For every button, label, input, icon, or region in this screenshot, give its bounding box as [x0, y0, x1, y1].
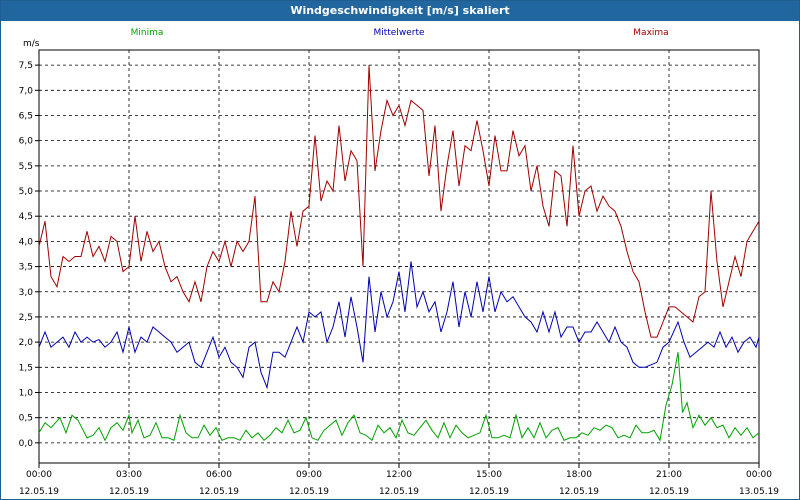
- y-tick-label: 1,5: [19, 363, 33, 373]
- y-tick-label: 7,0: [19, 86, 34, 96]
- x-tick-time: 09:00: [296, 470, 322, 480]
- x-tick-date: 12.05.19: [19, 487, 59, 497]
- window-title: Windgeschwindigkeit [m/s] skaliert: [1, 1, 799, 21]
- x-tick-date: 13.05.19: [739, 487, 779, 497]
- y-tick-label: 2,5: [19, 313, 33, 323]
- x-tick-date: 12.05.19: [289, 487, 329, 497]
- x-tick-time: 12:00: [386, 470, 412, 480]
- y-tick-label: 3,5: [19, 263, 33, 273]
- y-tick-label: 0,5: [19, 414, 33, 424]
- x-tick-date: 12.05.19: [109, 487, 149, 497]
- y-tick-label: 3,0: [19, 288, 34, 298]
- x-tick-date: 12.05.19: [649, 487, 689, 497]
- x-tick-date: 12.05.19: [559, 487, 599, 497]
- x-tick-time: 21:00: [656, 470, 682, 480]
- y-tick-label: 0,0: [19, 439, 34, 449]
- y-tick-label: 4,5: [19, 212, 33, 222]
- series-line-maxima: [38, 65, 760, 338]
- x-tick-time: 06:00: [206, 470, 232, 480]
- y-tick-label: 4,0: [19, 237, 34, 247]
- series-line-minima: [38, 352, 760, 442]
- y-tick-label: 7,5: [19, 61, 33, 71]
- legend: Minima Mittelwerte Maxima: [131, 28, 669, 38]
- grid: [39, 50, 759, 463]
- x-tick-date: 12.05.19: [379, 487, 419, 497]
- legend-maxima: Maxima: [633, 28, 668, 38]
- legend-mittelwerte: Mittelwerte: [373, 28, 424, 38]
- wind-speed-chart: 0,0 0,5 1,0 1,5 2,0 2,5 3,0 3,5 4,0 4,5 5,0 5,5 6,0 6…: [19, 28, 780, 497]
- y-axis-label: m/s: [23, 39, 40, 49]
- y-tick-label: 6,5: [19, 111, 33, 121]
- series-lines: [38, 65, 760, 442]
- y-tick-label: 1,0: [19, 388, 34, 398]
- x-tick-time: 03:00: [116, 470, 142, 480]
- legend-minima: Minima: [131, 28, 164, 38]
- y-tick-label: 5,5: [19, 162, 33, 172]
- series-line-mittelwerte: [38, 261, 760, 390]
- y-tick-label: 6,0: [19, 137, 34, 147]
- x-tick-time: 00:00: [746, 470, 772, 480]
- x-tick-time: 18:00: [566, 470, 592, 480]
- x-tick-date: 12.05.19: [199, 487, 239, 497]
- axes: 0,0 0,5 1,0 1,5 2,0 2,5 3,0 3,5 4,0 4,5 5,0 5,5 6,0 6…: [19, 39, 780, 497]
- y-tick-label: 2,0: [19, 338, 34, 348]
- y-tick-label: 5,0: [19, 187, 34, 197]
- x-tick-date: 12.05.19: [469, 487, 509, 497]
- x-tick-time: 00:00: [26, 470, 52, 480]
- x-tick-time: 15:00: [476, 470, 502, 480]
